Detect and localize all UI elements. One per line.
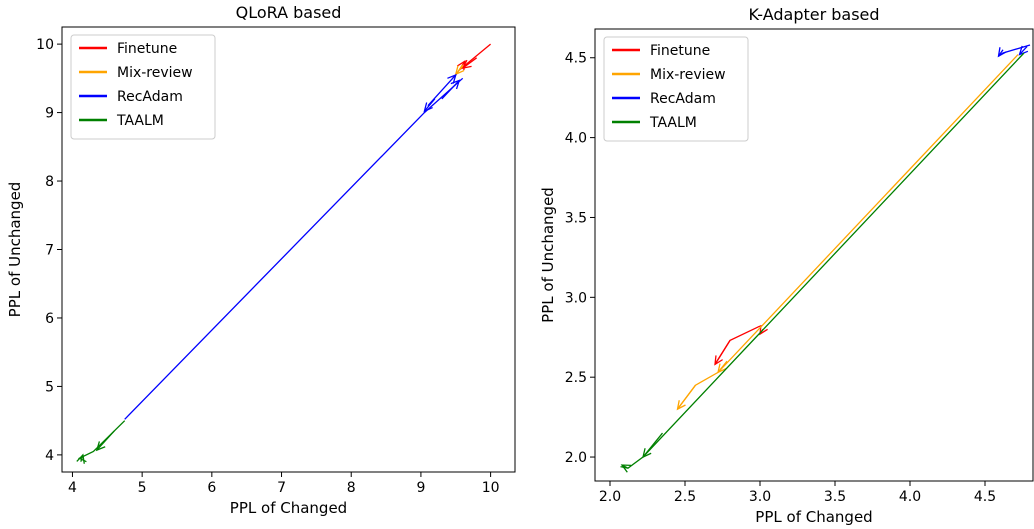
x-axis-label: PPL of Changed [755, 508, 872, 526]
y-tick-label: 8 [45, 174, 54, 190]
legend-box [603, 36, 749, 142]
legend-label: Mix-review [650, 67, 726, 83]
series-recadam [997, 44, 1031, 58]
chart-title: K-Adapter based [748, 5, 879, 24]
axes-frame [594, 28, 1034, 482]
arrow-head [620, 464, 632, 473]
y-tick-label: 5 [45, 379, 54, 395]
plot-area [620, 44, 1031, 473]
arrow-shaft [441, 79, 460, 100]
y-tick-label: 2.5 [565, 370, 587, 386]
arrow-head [76, 453, 85, 464]
x-tick-label: 5 [138, 480, 147, 496]
y-axis-label: PPL of Unchanged [539, 187, 557, 323]
arrow-head [1018, 45, 1029, 56]
x-tick-label: 7 [277, 480, 286, 496]
arrow-head [447, 73, 457, 84]
x-tick-label: 3.5 [824, 489, 846, 505]
x-tick-label: 3.0 [749, 489, 771, 505]
series-recadam [124, 73, 464, 420]
x-tick-label: 2.5 [674, 489, 696, 505]
x-tick-label: 10 [482, 480, 500, 496]
x-axis-label: PPL of Changed [230, 499, 347, 517]
y-tick-label: 4.5 [565, 51, 587, 67]
chart-title: QLoRA based [236, 3, 342, 22]
arrow-shaft [1019, 46, 1028, 55]
y-tick-label: 10 [36, 37, 54, 53]
series-finetune [714, 325, 768, 366]
plot-area [76, 43, 492, 464]
y-tick-label: 6 [45, 311, 54, 327]
arrow-head [95, 441, 106, 452]
arrow-head [461, 59, 472, 69]
legend-box [70, 34, 216, 140]
legend: Finetune Mix-review RecAdam TAALM [70, 34, 216, 140]
x-tick-label: 9 [416, 480, 425, 496]
legend-label: Finetune [117, 41, 177, 57]
series-line [998, 44, 1031, 57]
series-line [714, 325, 761, 365]
y-tick-label: 3.0 [565, 290, 587, 306]
legend-label: Finetune [650, 43, 710, 59]
legend-label: Mix-review [117, 65, 193, 81]
series-mix-review [676, 54, 1019, 411]
y-tick-label: 9 [45, 106, 54, 122]
series-taalm [76, 420, 126, 464]
arrow-head [450, 79, 461, 90]
qlora-panel: 4 5 6 7 8 9 10 4 5 6 7 8 9 10 QLoRA based PPL of Change… [6, 3, 516, 517]
arrow-head [717, 363, 727, 374]
arrow-head [676, 400, 686, 411]
y-tick-label: 2.0 [565, 450, 587, 466]
x-tick-label: 4.0 [899, 489, 921, 505]
arrow-shaft [455, 65, 464, 75]
x-tick-label: 4.5 [974, 489, 996, 505]
arrow-head [714, 355, 723, 366]
arrow-shaft [96, 430, 115, 451]
legend-label: TAALM [116, 113, 164, 129]
arrow-head [456, 59, 466, 71]
arrow-shaft [462, 57, 478, 69]
legend-label: RecAdam [117, 89, 183, 105]
x-tick-label: 6 [207, 480, 216, 496]
y-tick-label: 3.5 [565, 210, 587, 226]
legend-label: RecAdam [650, 91, 716, 107]
y-axis-label: PPL of Unchanged [6, 182, 24, 318]
arrow-shaft [423, 98, 436, 112]
arrow-shaft [427, 74, 457, 107]
legend: Finetune Mix-review RecAdam TAALM [603, 36, 749, 142]
y-tick-label: 4 [45, 448, 54, 464]
arrow-shaft [642, 432, 664, 458]
y-tick-label: 7 [45, 243, 54, 259]
arrow-shaft [717, 360, 728, 373]
arrow-shaft [714, 340, 731, 365]
series-line [77, 420, 126, 463]
series-taalm [620, 52, 1025, 473]
y-tick-label: 4.0 [565, 131, 587, 147]
x-tick-label: 2.0 [599, 489, 621, 505]
k-adapter-panel: 2.0 2.5 3.0 3.5 4.0 4.5 2.0 2.5 3.0 3.5 4.0 4.5 K-Ad… [539, 5, 1034, 526]
arrow-head [423, 102, 433, 113]
x-tick-label: 8 [347, 480, 356, 496]
arrow-head [997, 47, 1007, 58]
arrow-head [642, 448, 652, 459]
legend-label: TAALM [649, 115, 697, 131]
x-tick-label: 4 [68, 480, 77, 496]
arrow-shaft [676, 384, 697, 410]
